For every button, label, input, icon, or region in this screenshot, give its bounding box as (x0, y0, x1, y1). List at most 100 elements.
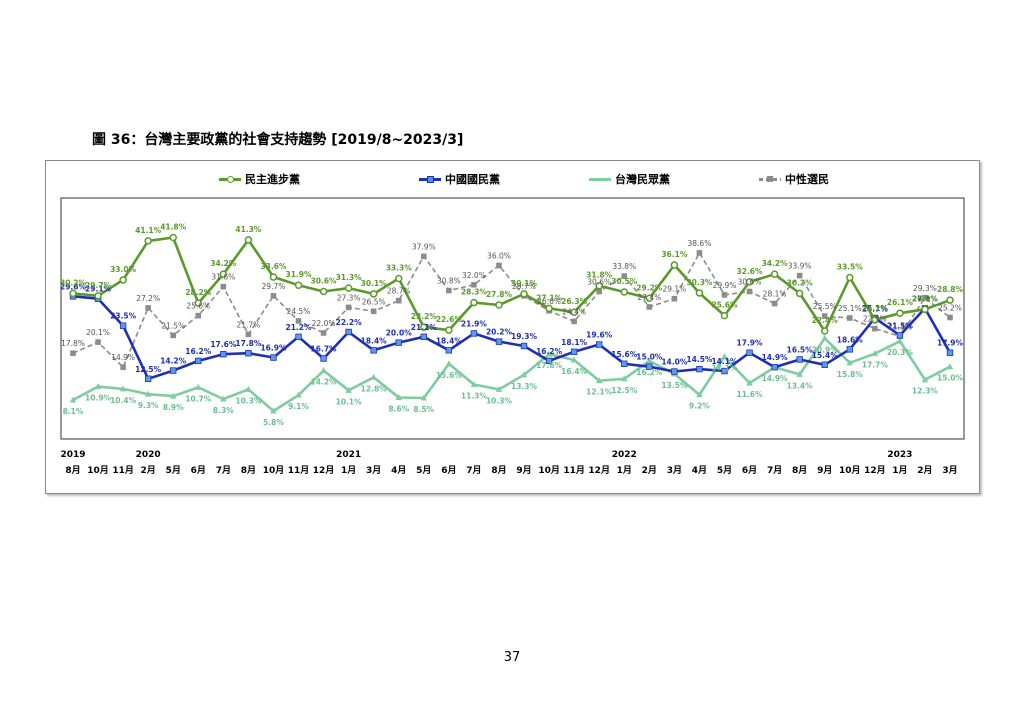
data-point (370, 308, 377, 315)
data-label: 22.6% (436, 315, 463, 324)
data-point (596, 341, 603, 348)
legend-label-dpp: 民主進步黨 (245, 173, 300, 186)
x-tick-label: 2月 (917, 465, 932, 476)
data-point (95, 339, 101, 345)
data-label: 33.8% (612, 262, 636, 271)
data-point (871, 350, 879, 357)
data-point (921, 376, 929, 383)
data-label: 33.5% (837, 263, 864, 272)
plot-area (60, 197, 965, 440)
data-label: 14.1% (711, 357, 738, 366)
x-tick-label: 12月 (588, 465, 610, 476)
data-label: 29.1% (85, 285, 112, 294)
data-point (94, 382, 102, 389)
data-label: 41.1% (135, 226, 162, 235)
data-label: 12.5% (135, 365, 162, 374)
data-label: 30.6% (587, 278, 611, 287)
x-tick-label: 6月 (742, 465, 757, 476)
data-label: 15.8% (837, 370, 864, 379)
data-label: 17.8% (61, 339, 85, 348)
data-point (470, 298, 478, 307)
data-point (820, 327, 829, 335)
data-point (746, 349, 753, 356)
data-label: 27.1% (912, 294, 939, 303)
data-point (194, 299, 203, 307)
data-label: 17.9% (737, 339, 764, 348)
data-label: 21.5% (887, 321, 914, 330)
x-tick-label: 1月 (617, 465, 632, 476)
x-tick-label: 8月 (65, 465, 80, 476)
data-label: 33.3% (386, 263, 413, 272)
data-point (295, 333, 302, 341)
data-label: 30.1% (361, 279, 388, 288)
data-point (270, 407, 277, 414)
data-label: 10.9% (85, 393, 112, 402)
data-point (520, 371, 528, 378)
data-point (170, 392, 177, 399)
data-label: 8.5% (413, 405, 434, 414)
data-point (821, 361, 828, 368)
data-point (195, 383, 202, 390)
data-point (320, 367, 327, 374)
data-label: 16.5% (787, 345, 814, 354)
data-label: 31.9% (285, 270, 312, 279)
x-year-label: 2019 (60, 450, 85, 460)
data-label: 28.8% (937, 285, 964, 294)
x-tick-label: 12月 (313, 465, 335, 476)
data-label: 29.3% (913, 284, 937, 293)
data-point (270, 293, 277, 299)
data-point (195, 357, 202, 365)
data-label: 25.1% (838, 304, 862, 313)
data-label: 16.2% (536, 347, 563, 356)
data-label: 27.8% (486, 290, 513, 299)
data-label: 21.5% (161, 321, 185, 330)
legend-swatch-dpp (219, 175, 241, 183)
data-label: 29.1% (662, 285, 686, 294)
data-label: 21.9% (461, 319, 488, 328)
data-point (120, 364, 126, 370)
data-label: 17.6% (536, 361, 563, 370)
data-label: 26.6% (537, 297, 561, 306)
x-year-label: 2022 (612, 450, 637, 460)
legend-label-neutral: 中性選民 (785, 173, 829, 186)
data-label: 26.9% (912, 294, 939, 303)
data-label: 20.9% (812, 345, 839, 354)
data-point (745, 278, 754, 286)
x-tick-label: 2月 (141, 465, 156, 476)
data-label: 30.2% (60, 278, 87, 287)
legend-marker-dpp (227, 175, 234, 183)
data-label: 30.6% (311, 277, 338, 286)
data-label: 21.2% (285, 323, 312, 332)
data-point (470, 330, 478, 337)
data-label: 17.6% (210, 340, 237, 349)
x-tick-label: 11月 (288, 465, 310, 476)
data-label: 24.4% (562, 307, 586, 316)
data-point (245, 331, 252, 338)
x-tick-label: 1月 (341, 465, 356, 476)
data-point (345, 328, 352, 336)
data-point (871, 316, 879, 324)
x-tick-label: 5月 (717, 465, 732, 476)
data-point (596, 377, 603, 384)
data-point (370, 373, 377, 380)
data-label: 38.6% (688, 239, 712, 248)
data-point (195, 312, 202, 319)
data-label: 12.8% (361, 384, 388, 393)
data-label: 41.3% (235, 225, 262, 234)
data-point (696, 391, 703, 398)
data-label: 14.0% (661, 358, 688, 367)
data-point (922, 294, 928, 301)
data-label: 14.2% (160, 357, 187, 366)
data-point (796, 272, 803, 279)
data-label: 15.0% (636, 353, 663, 362)
data-label: 33.6% (260, 262, 287, 271)
data-label: 16.7% (311, 345, 338, 354)
data-label: 25.2% (938, 304, 962, 313)
data-label: 30.8% (437, 277, 461, 286)
data-label: 41.8% (160, 223, 187, 232)
x-tick-label: 10月 (263, 465, 285, 476)
data-point (295, 391, 302, 398)
data-label: 10.3% (235, 396, 262, 405)
data-point (947, 314, 953, 321)
data-label: 25.6% (186, 302, 210, 311)
